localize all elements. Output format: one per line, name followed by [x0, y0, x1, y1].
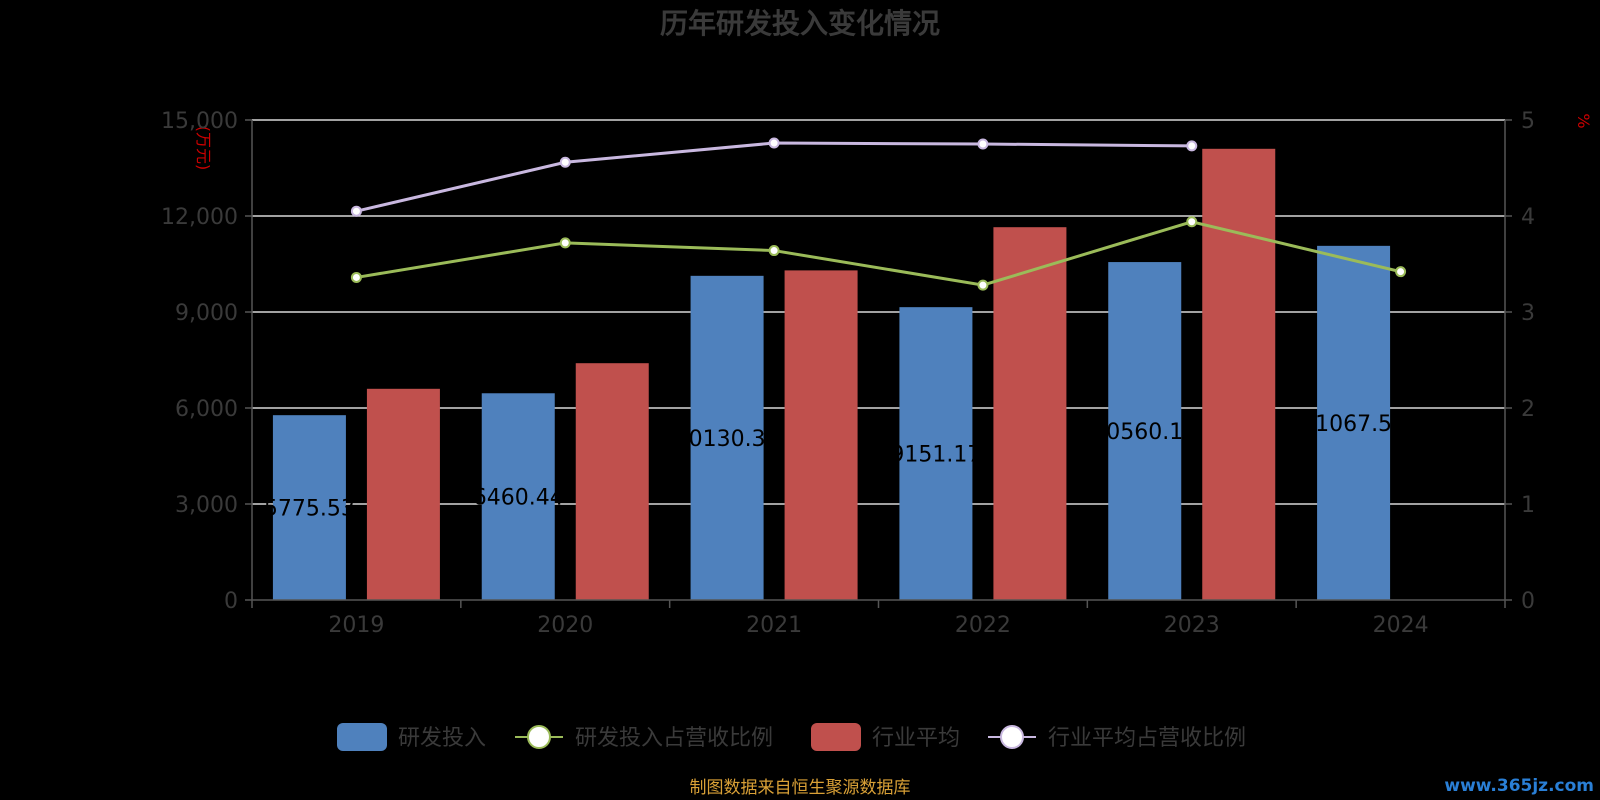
y-left-unit: (万元) — [194, 126, 213, 171]
y-left-tick-label: 9,000 — [175, 301, 238, 326]
x-tick-label: 2019 — [328, 613, 384, 638]
bar-rd-investment — [1317, 245, 1391, 600]
y-right-tick-label: 0 — [1521, 589, 1535, 614]
source-note: 制图数据来自恒生聚源数据库 — [690, 778, 911, 798]
y-left-tick-label: 0 — [224, 589, 238, 614]
legend-swatch — [337, 723, 387, 751]
line-point — [350, 205, 362, 217]
y-right-tick-label: 1 — [1521, 493, 1535, 518]
y-right-unit: % — [1574, 113, 1593, 128]
bar-value-label: 9151.17 — [890, 443, 981, 468]
watermark: www.365jz.com — [1444, 776, 1594, 796]
bar-value-label: 11067.50 — [1301, 412, 1406, 437]
line-point — [1186, 216, 1198, 228]
bar-industry-average — [366, 388, 440, 600]
line-industry-ratio — [356, 141, 1192, 213]
bar-labels: 5775.53 6460.44 10130.36 9151.17 10560.17 110… — [264, 412, 1406, 522]
legend-label: 行业平均 — [872, 726, 960, 751]
y-left-tick-label: 6,000 — [175, 397, 238, 422]
legend-label: 研发投入占营收比例 — [575, 726, 773, 751]
legend-label: 行业平均占营收比例 — [1048, 726, 1246, 751]
x-tick-label: 2024 — [1373, 613, 1429, 638]
lines — [350, 137, 1407, 291]
line-point — [977, 138, 989, 150]
y-right-tick-label: 4 — [1521, 205, 1535, 230]
bar-industry-average — [575, 363, 649, 600]
line-point — [977, 279, 989, 291]
x-tick-label: 2023 — [1164, 613, 1220, 638]
line-point — [350, 271, 362, 283]
bar-value-label: 10130.36 — [675, 427, 780, 452]
y-left-tick-label: 3,000 — [175, 493, 238, 518]
y-left-tick-label: 15,000 — [161, 109, 238, 134]
bars — [272, 148, 1391, 601]
line-point — [768, 137, 780, 149]
bar-rd-investment — [272, 415, 346, 600]
line-point — [559, 156, 571, 168]
legend-label: 研发投入 — [398, 726, 486, 751]
y-right-tick-label: 5 — [1521, 109, 1535, 134]
bar-industry-average — [1202, 148, 1276, 601]
y-right-tick-label: 3 — [1521, 301, 1535, 326]
bar-value-label: 10560.17 — [1092, 420, 1197, 445]
grid — [252, 119, 1505, 505]
legend-swatch — [1000, 725, 1024, 749]
line-point — [559, 237, 571, 249]
bar-rd-investment — [1108, 262, 1182, 600]
axes: 0 3,000 6,000 9,000 12,000 15,000 0 1 2 3 4 5 2019 20… — [161, 109, 1535, 638]
line-point — [768, 245, 780, 257]
bar-rd-investment — [690, 275, 764, 600]
legend-swatch — [527, 725, 551, 749]
x-tick-label: 2020 — [537, 613, 593, 638]
legend-swatch — [811, 723, 861, 751]
bar-industry-average — [784, 270, 858, 600]
line-point — [1186, 140, 1198, 152]
line-point — [1395, 266, 1407, 278]
line-rd-ratio — [356, 220, 1401, 287]
bar-rd-investment — [481, 393, 555, 600]
y-right-tick-label: 2 — [1521, 397, 1535, 422]
chart-title: 历年研发投入变化情况 — [660, 7, 940, 40]
legend: 研发投入 研发投入占营收比例 行业平均 行业平均占营收比例 — [337, 723, 1246, 751]
bar-industry-average — [993, 227, 1067, 600]
x-tick-label: 2021 — [746, 613, 802, 638]
bar-rd-investment — [899, 307, 973, 600]
bar-value-label: 5775.53 — [264, 497, 355, 522]
bar-value-label: 6460.44 — [473, 486, 564, 511]
x-tick-label: 2022 — [955, 613, 1011, 638]
y-left-tick-label: 12,000 — [161, 205, 238, 230]
